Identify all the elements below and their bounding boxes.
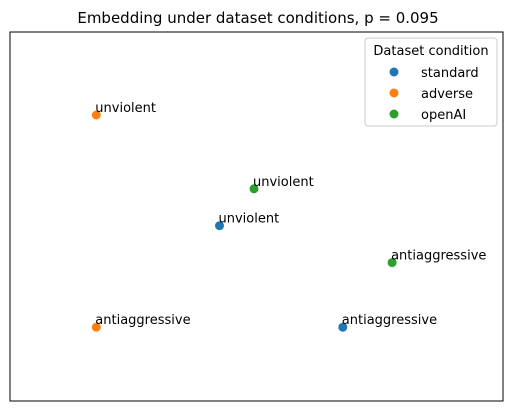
- legend-title: Dataset condition: [373, 44, 488, 59]
- legend-label-adverse: adverse: [421, 87, 473, 102]
- point-label-adverse-1: antiaggressive: [95, 313, 190, 328]
- legend-marker-openAI: [389, 109, 399, 119]
- legend-entries: standard adverse openAI: [389, 66, 479, 123]
- legend-label-standard: standard: [421, 66, 479, 81]
- point-standard-0: [338, 322, 348, 332]
- point-openAI-0: [249, 184, 259, 194]
- chart-title: Embedding under dataset conditions, p = …: [77, 9, 438, 27]
- legend: Dataset condition standard adverse openAI: [364, 37, 498, 127]
- legend-marker-adverse: [389, 88, 399, 98]
- point-label-standard-1: unviolent: [219, 212, 280, 227]
- legend-marker-standard: [389, 67, 399, 77]
- point-label-standard-0: antiaggressive: [342, 313, 437, 328]
- points-layer: antiaggressive unviolent unviolent antiaggr…: [91, 101, 486, 332]
- point-label-openAI-0: unviolent: [253, 175, 314, 190]
- legend-label-openAI: openAI: [421, 108, 466, 123]
- point-adverse-0: [91, 110, 101, 120]
- point-label-adverse-0: unviolent: [95, 101, 156, 116]
- legend-box: [364, 37, 498, 127]
- point-label-openAI-1: antiaggressive: [391, 249, 486, 264]
- point-adverse-1: [91, 322, 101, 332]
- point-openAI-1: [387, 258, 397, 268]
- point-standard-1: [215, 221, 224, 231]
